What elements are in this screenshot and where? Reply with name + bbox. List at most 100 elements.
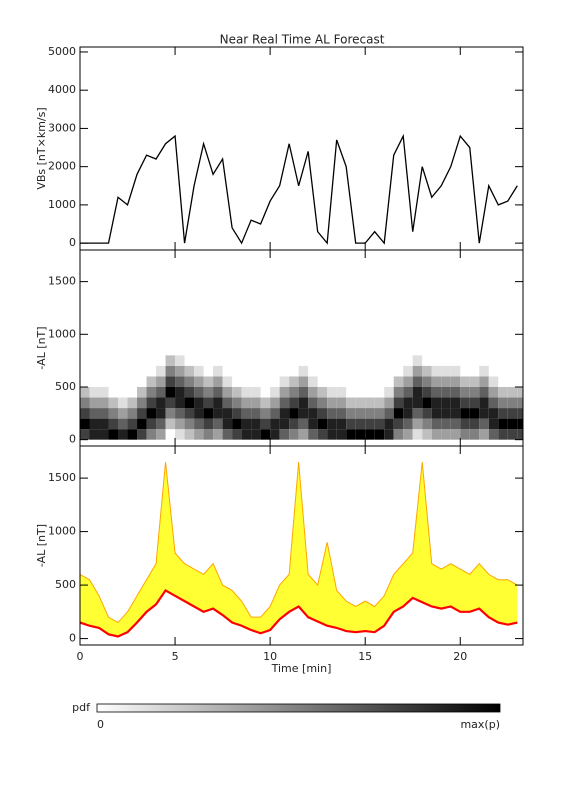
density-cell [365,429,375,440]
density-cell [336,386,347,398]
density-cell [222,376,233,387]
density-cell [517,408,523,419]
density-cell [241,429,252,440]
data-line [80,133,518,245]
y-tick-label: 5000 [48,45,76,58]
density-cell [422,365,432,377]
series-line [80,461,518,624]
density-cell [498,386,508,398]
density-cell [479,429,489,440]
density-cell [156,408,166,419]
density-cell [412,386,423,398]
density-cell [156,397,166,409]
density-cell [251,386,261,398]
density-cell [460,386,470,398]
density-cell [146,418,157,430]
density-cell [175,355,185,366]
colorbar-tick-label: 0 [97,718,104,731]
density-cell [184,397,195,409]
density-cell [450,429,461,440]
density-cell [194,376,204,387]
x-tick-label: 20 [453,650,467,663]
density-cell [213,429,223,440]
density-cell [222,397,233,409]
density-cell [507,386,518,398]
density-cell [194,418,204,430]
density-cell [194,386,204,398]
density-cell [213,365,223,377]
density-cell [450,418,461,430]
density-cell [346,397,356,409]
density-cell [279,408,290,419]
density-cell [374,418,385,430]
density-cell [156,429,166,440]
density-cell [175,429,185,440]
density-cell [422,376,432,387]
density-cell [393,429,404,440]
density-cell [488,408,499,419]
density-cell [127,418,138,430]
density-cell [479,376,489,387]
density-cell [80,386,90,398]
density-cell [213,376,223,387]
density-cell [431,386,442,398]
density-cell [108,429,119,440]
density-cell [279,418,290,430]
density-cell [308,429,318,440]
density-cell [384,429,394,440]
density-cell [232,386,242,398]
density-cell [431,408,442,419]
density-cell [412,376,423,387]
density-cell [251,429,261,440]
density-cell [289,386,299,398]
density-cell [317,418,328,430]
density-cell [317,386,328,398]
density-cell [165,418,176,430]
y-axis-label: -AL [nT] [35,326,48,369]
y-tick-label: 2000 [48,160,76,173]
density-cell [441,397,451,409]
density-cell [412,408,423,419]
band-fill [80,462,518,637]
density-cell [488,397,499,409]
density-cell [298,365,309,377]
density-cell [80,408,90,419]
density-cell [336,408,347,419]
density-cell [403,429,413,440]
density-cell [479,386,489,398]
density-cell [479,408,489,419]
density-cell [327,408,337,419]
density-cell [374,397,385,409]
y-tick-label: 1000 [48,525,76,538]
density-cell [289,429,299,440]
density-cell [517,429,523,440]
density-cell [156,386,166,398]
density-cell [203,408,214,419]
density-cell [279,376,290,387]
density-cell [137,408,147,419]
density-cell [232,397,242,409]
chart-title: Near Real Time AL Forecast [220,33,385,47]
density-cell [80,429,90,440]
density-cell [175,418,185,430]
density-cell [270,418,280,430]
density-cell [89,408,100,419]
density-cell [80,397,90,409]
density-cell [412,365,423,377]
density-cell [346,408,356,419]
colorbar-tick-label: max(p) [460,718,500,731]
density-cell [450,376,461,387]
density-cell [165,386,176,398]
density-cell [422,418,432,430]
density-cell [412,355,423,366]
x-axis-label: Time [min] [271,662,332,675]
density-cell [289,376,299,387]
density-cell [355,408,366,419]
density-cell [241,408,252,419]
density-cell [469,418,480,430]
plot-area [80,355,523,440]
density-cell [165,355,176,366]
density-cell [327,386,337,398]
density-cell [89,418,100,430]
density-cell [298,397,309,409]
